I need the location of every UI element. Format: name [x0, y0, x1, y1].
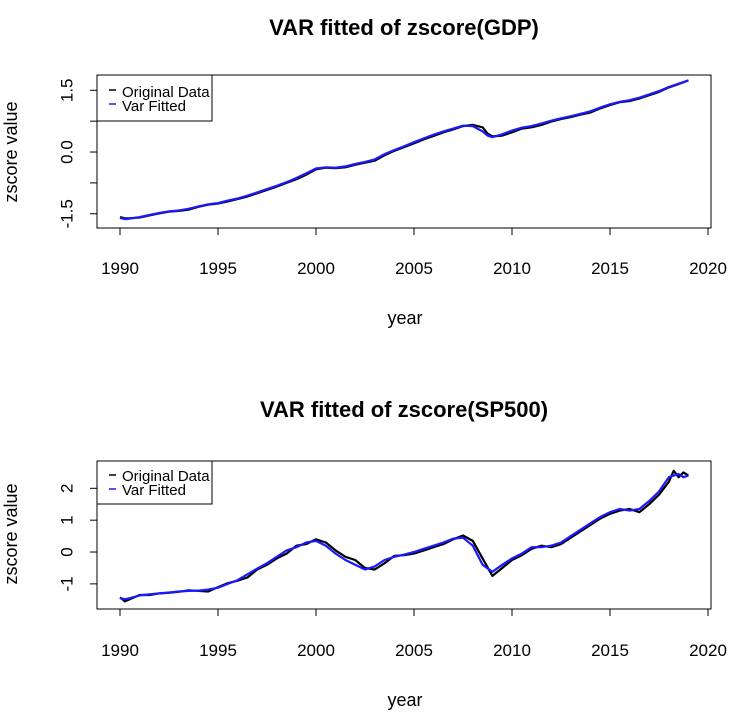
x-tick-label: 2000 [297, 641, 335, 660]
series-line-fitted [119, 79, 689, 221]
series-layer [119, 79, 689, 221]
x-tick-label: 2015 [591, 641, 629, 660]
plot-area: 1990 1995 2000 2005 2010 2015 2020 -1 0 1 2 Origi… [58, 460, 727, 660]
x-tick-label: 2020 [689, 641, 727, 660]
legend-box [96, 460, 213, 505]
y-tick-label: 0.0 [58, 140, 77, 164]
legend: Original Data Var Fitted [96, 74, 213, 122]
x-tick-label: 1995 [199, 259, 237, 278]
legend-box [96, 74, 213, 122]
gdp-chart-panel: VAR fitted of zscore(GDP) year zscore va… [1, 15, 727, 328]
sp500-chart-panel: VAR fitted of zscore(SP500) year zscore … [1, 397, 727, 710]
series-layer [119, 469, 690, 603]
x-axis-ticks: 1990 1995 2000 2005 2010 2015 2020 [101, 227, 727, 278]
y-axis-ticks: -1.5 0.0 1.5 [58, 78, 98, 228]
y-tick-label: 1.5 [58, 78, 77, 102]
y-tick-label: 0 [58, 547, 77, 556]
series-line-fitted [119, 472, 689, 601]
x-tick-label: 1990 [101, 641, 139, 660]
chart-title: VAR fitted of zscore(GDP) [269, 15, 539, 40]
x-axis-label: year [387, 308, 422, 328]
x-tick-label: 2000 [297, 259, 335, 278]
x-tick-label: 1990 [101, 259, 139, 278]
x-axis-ticks: 1990 1995 2000 2005 2010 2015 2020 [101, 608, 727, 660]
x-tick-label: 2015 [591, 259, 629, 278]
legend-label-fitted: Var Fitted [122, 98, 186, 115]
legend-label-fitted: Var Fitted [122, 482, 186, 499]
legend: Original Data Var Fitted [96, 460, 213, 505]
y-tick-label: -1.5 [58, 199, 77, 228]
x-tick-label: 2010 [493, 641, 531, 660]
y-axis-label: zscore value [1, 101, 21, 202]
chart-title: VAR fitted of zscore(SP500) [260, 397, 548, 422]
x-tick-label: 2010 [493, 259, 531, 278]
x-tick-label: 2020 [689, 259, 727, 278]
legend-label-original: Original Data [122, 468, 210, 485]
y-tick-label: -1 [58, 576, 77, 591]
x-tick-label: 2005 [395, 259, 433, 278]
y-axis-label: zscore value [1, 483, 21, 584]
y-tick-label: 1 [58, 515, 77, 524]
plot-area: 1990 1995 2000 2005 2010 2015 2020 -1.50.01.5 … [58, 74, 727, 278]
x-axis-label: year [387, 690, 422, 710]
y-tick-label: 2 [58, 484, 77, 493]
x-tick-label: 1995 [199, 641, 237, 660]
x-tick-label: 2005 [395, 641, 433, 660]
legend-label-original: Original Data [122, 84, 210, 101]
